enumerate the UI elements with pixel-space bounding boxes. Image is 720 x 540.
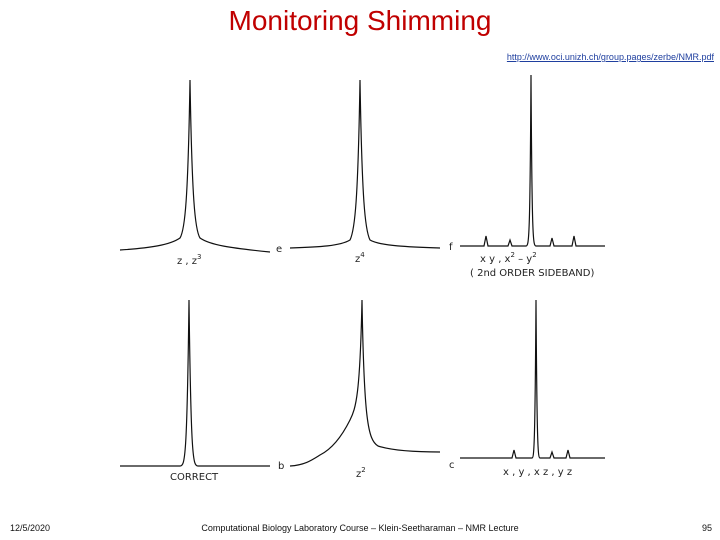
label-correct: CORRECT: [170, 472, 219, 483]
label-xy-x2-y2: x y , x2 – y2: [480, 251, 537, 265]
label-z4: z4: [355, 251, 365, 265]
panel-letter-c: c: [449, 460, 455, 471]
label-second-order-sideband: ( 2nd ORDER SIDEBAND): [470, 268, 594, 279]
spectrum-xyz: [460, 299, 605, 459]
slide-title: Monitoring Shimming: [228, 5, 492, 36]
footer-course: Computational Biology Laboratory Course …: [201, 523, 519, 533]
label-z-z3: z , z3: [177, 253, 202, 267]
label-z2: z2: [356, 466, 366, 480]
spectrum-z4: [289, 79, 441, 249]
panel-letter-b: b: [278, 461, 284, 472]
label-x-y-xz-yz: x , y , x z , y z: [503, 467, 572, 478]
panel-letter-e: e: [276, 244, 282, 255]
source-link[interactable]: http://www.oci.unizh.ch/group.pages/zerb…: [506, 52, 714, 62]
footer-date: 12/5/2020: [10, 523, 51, 533]
spectrum-sideband: [460, 74, 605, 247]
page-number: 95: [701, 523, 712, 533]
spectrum-z-z3: [119, 79, 271, 253]
spectrum-correct: [120, 299, 270, 467]
panel-letter-f: f: [449, 242, 453, 253]
spectrum-z2: [289, 299, 441, 467]
